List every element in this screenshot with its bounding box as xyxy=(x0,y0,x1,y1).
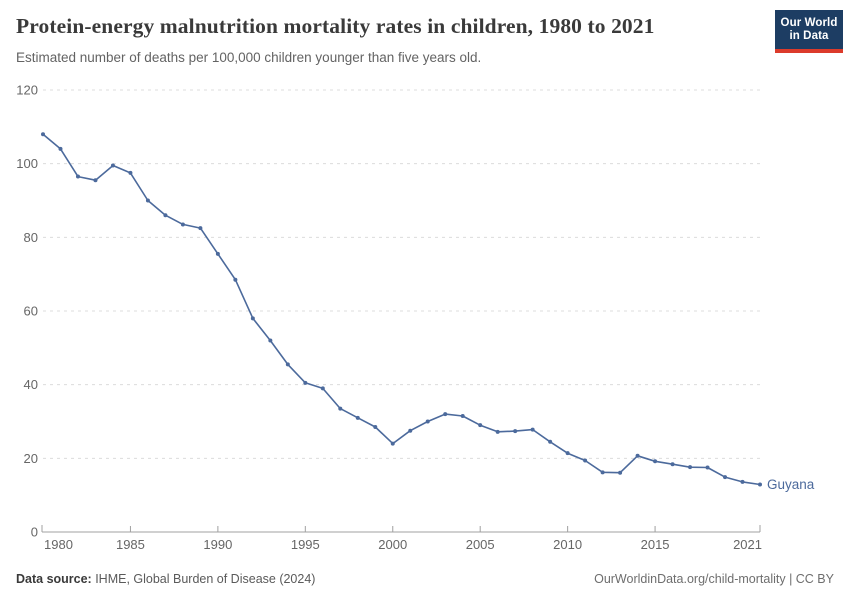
data-point-1993[interactable] xyxy=(268,338,273,343)
data-point-1994[interactable] xyxy=(285,362,290,367)
owid-logo[interactable]: Our World in Data xyxy=(775,10,843,53)
data-source-note: Data source: IHME, Global Burden of Dise… xyxy=(16,572,315,586)
data-point-2002[interactable] xyxy=(425,419,430,424)
y-axis-label-60: 60 xyxy=(24,304,38,319)
data-point-2006[interactable] xyxy=(495,429,500,434)
data-point-2019[interactable] xyxy=(723,475,728,480)
chart-title: Protein-energy malnutrition mortality ra… xyxy=(16,14,655,38)
owid-logo-line1: Our World xyxy=(780,16,838,29)
x-axis-label-2021: 2021 xyxy=(733,537,762,552)
data-point-2008[interactable] xyxy=(530,427,535,432)
x-axis-label-1985: 1985 xyxy=(116,537,145,552)
data-point-1984[interactable] xyxy=(110,163,115,168)
data-point-1987[interactable] xyxy=(163,213,168,218)
x-axis-label-2010: 2010 xyxy=(553,537,582,552)
y-axis-label-80: 80 xyxy=(24,230,38,245)
y-axis-label-0: 0 xyxy=(31,525,38,540)
data-point-1982[interactable] xyxy=(75,174,80,179)
data-point-2012[interactable] xyxy=(600,470,605,475)
chart-footer: Data source: IHME, Global Burden of Dise… xyxy=(16,569,834,589)
data-point-1983[interactable] xyxy=(93,178,98,183)
y-axis-label-20: 20 xyxy=(24,451,38,466)
entity-label[interactable]: Guyana xyxy=(767,477,815,492)
data-point-2005[interactable] xyxy=(478,423,483,428)
data-point-2021[interactable] xyxy=(758,482,762,487)
data-point-2016[interactable] xyxy=(670,462,675,467)
x-axis-label-1995: 1995 xyxy=(291,537,320,552)
data-point-2000[interactable] xyxy=(390,441,395,446)
data-point-1980[interactable] xyxy=(41,132,45,137)
x-axis-label-2000: 2000 xyxy=(378,537,407,552)
data-point-1986[interactable] xyxy=(145,198,150,203)
data-point-2003[interactable] xyxy=(443,412,448,417)
data-point-1998[interactable] xyxy=(355,415,360,420)
data-point-2013[interactable] xyxy=(618,470,623,475)
x-axis-label-1990: 1990 xyxy=(203,537,232,552)
data-point-2001[interactable] xyxy=(408,428,413,433)
data-point-2017[interactable] xyxy=(688,465,693,470)
x-axis-label-2015: 2015 xyxy=(641,537,670,552)
data-source-value: IHME, Global Burden of Disease (2024) xyxy=(91,572,316,586)
data-point-1988[interactable] xyxy=(180,222,185,227)
data-point-1992[interactable] xyxy=(250,316,255,321)
data-point-1999[interactable] xyxy=(373,425,378,430)
data-point-1996[interactable] xyxy=(320,386,325,391)
data-point-1990[interactable] xyxy=(215,251,220,256)
chart-subtitle: Estimated number of deaths per 100,000 c… xyxy=(16,50,482,65)
data-source-label: Data source: xyxy=(16,572,92,586)
data-point-2010[interactable] xyxy=(565,451,570,456)
credit-link[interactable]: OurWorldinData.org/child-mortality | CC … xyxy=(594,572,834,586)
data-point-1981[interactable] xyxy=(58,146,63,151)
trend-line-guyana xyxy=(42,133,761,486)
owid-logo-line2: in Data xyxy=(789,29,829,42)
data-point-2018[interactable] xyxy=(705,465,710,470)
data-point-1997[interactable] xyxy=(338,406,343,411)
data-point-2009[interactable] xyxy=(548,439,553,444)
data-point-1989[interactable] xyxy=(198,226,203,231)
data-point-1991[interactable] xyxy=(233,277,238,282)
y-axis-label-40: 40 xyxy=(24,377,38,392)
data-point-2004[interactable] xyxy=(460,413,465,418)
x-axis-label-2005: 2005 xyxy=(466,537,495,552)
y-axis-label-100: 100 xyxy=(16,156,38,171)
data-point-2015[interactable] xyxy=(653,459,658,464)
data-point-2007[interactable] xyxy=(513,429,518,434)
data-point-1995[interactable] xyxy=(303,380,308,385)
data-point-2014[interactable] xyxy=(635,453,640,458)
data-point-2011[interactable] xyxy=(583,458,588,463)
data-point-1985[interactable] xyxy=(128,170,133,175)
x-axis-label-1980: 1980 xyxy=(44,537,73,552)
y-axis-label-120: 120 xyxy=(16,83,38,98)
data-point-2020[interactable] xyxy=(740,479,745,484)
